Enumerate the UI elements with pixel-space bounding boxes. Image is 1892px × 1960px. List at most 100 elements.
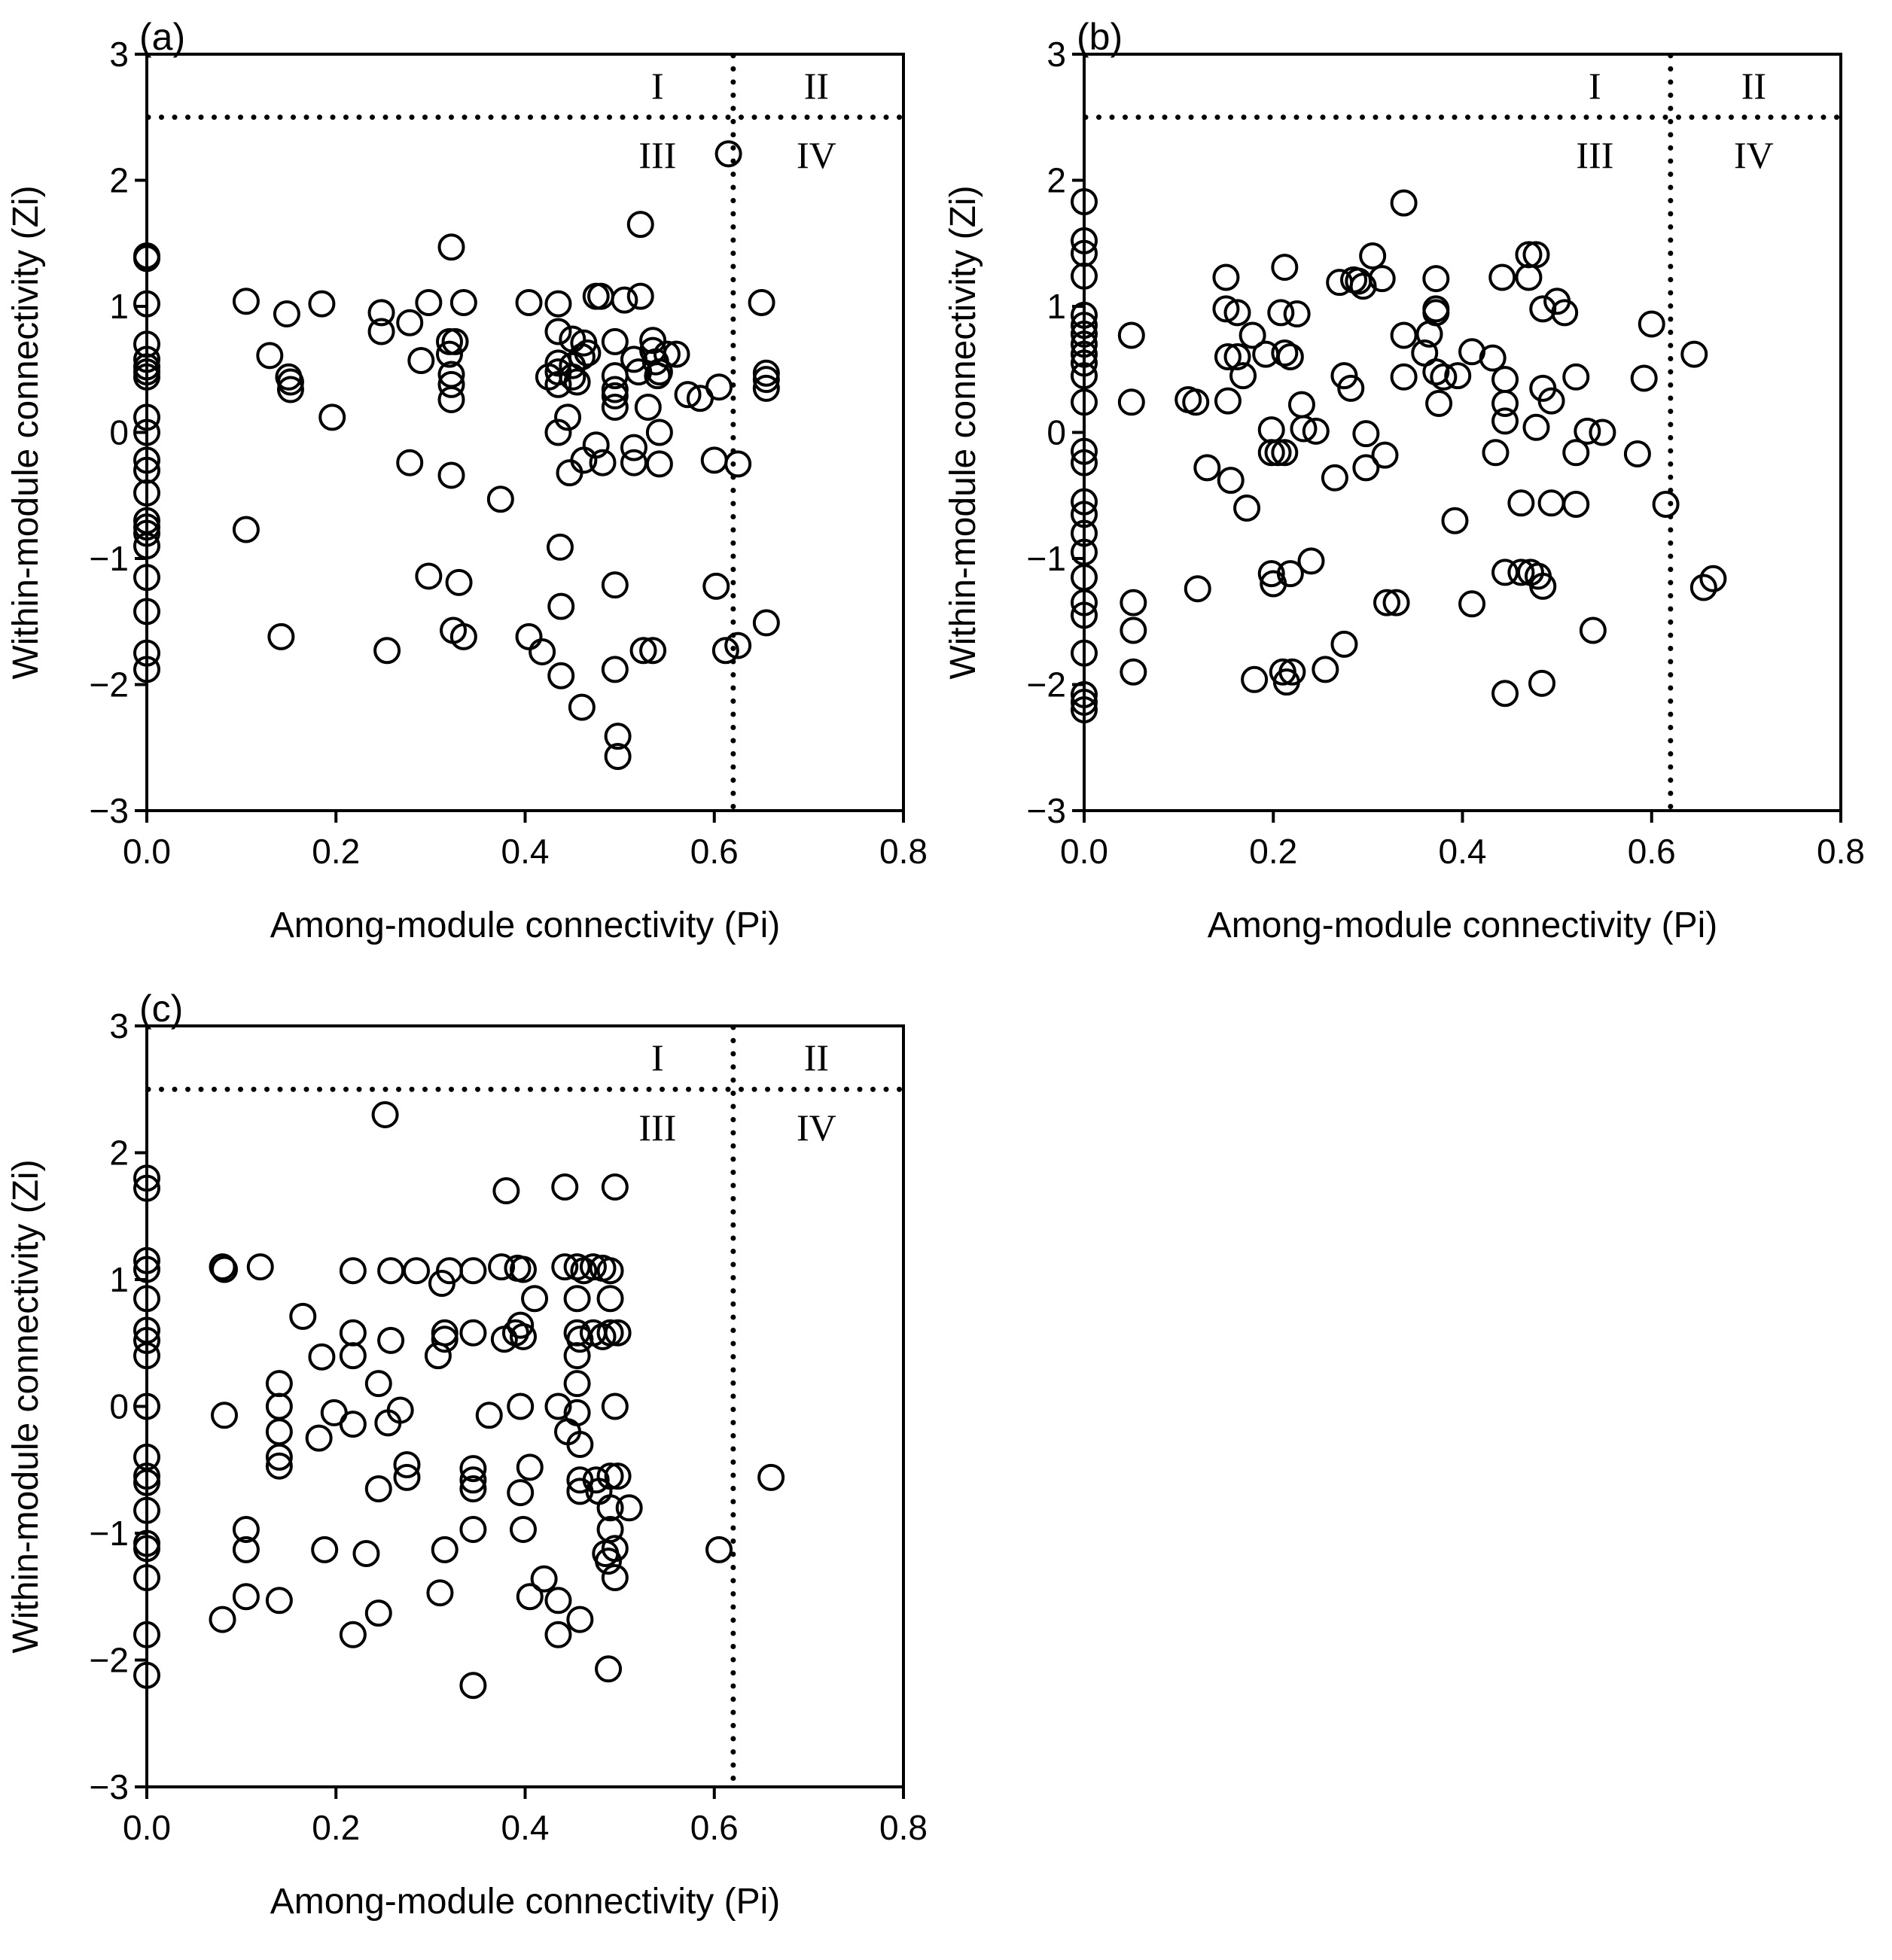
plot-frame [145, 1024, 905, 1788]
data-point [211, 1255, 239, 1283]
x-tick-label: 0.0 [123, 832, 171, 871]
region-label-IV: IV [797, 134, 836, 176]
data-point [393, 1451, 421, 1479]
data-point [601, 571, 629, 599]
y-tick-label: 0 [109, 1387, 129, 1426]
data-point [1120, 658, 1147, 686]
data-point [339, 1342, 367, 1370]
data-point [601, 376, 629, 403]
data-point [431, 1319, 459, 1347]
data-point [371, 1100, 399, 1128]
data-point [396, 309, 424, 336]
data-point [486, 485, 514, 513]
data-point [705, 373, 733, 401]
y-axis-label: Within-module connectivity (Zi) [6, 1159, 46, 1653]
data-point [1422, 299, 1450, 327]
x-tick-label: 0.4 [501, 832, 550, 871]
data-point [582, 431, 610, 459]
data-point [1352, 420, 1380, 448]
data-point [1529, 572, 1557, 600]
data-point [1382, 589, 1410, 616]
data-point [308, 290, 336, 318]
data-point [1441, 507, 1469, 534]
data-point [1193, 454, 1221, 482]
data-point [1623, 440, 1651, 467]
data-point [705, 1535, 733, 1563]
x-axis-label: Among-module connectivity (Pi) [270, 905, 781, 945]
data-point [311, 1535, 339, 1563]
data-point [1120, 589, 1147, 616]
y-tick-label: −2 [1027, 665, 1066, 705]
data-point [437, 461, 465, 489]
data-point [339, 1319, 367, 1347]
data-points [133, 1100, 785, 1700]
data-point [1551, 299, 1579, 327]
region-label-III: III [638, 1106, 676, 1149]
data-point [339, 1411, 367, 1438]
data-point [1278, 658, 1306, 686]
data-point [595, 1655, 623, 1683]
x-tick-label: 0.8 [1817, 832, 1865, 871]
data-point [509, 1322, 537, 1350]
data-point [1182, 388, 1210, 416]
data-point [1522, 413, 1550, 441]
data-point [530, 1565, 558, 1593]
data-point [367, 299, 395, 327]
y-axis-label: Within-module connectivity (Zi) [6, 185, 46, 679]
data-point [596, 1494, 624, 1522]
data-points [133, 140, 780, 770]
data-point [516, 1453, 544, 1481]
data-point [1217, 467, 1245, 495]
y-tick-label: −1 [1027, 539, 1066, 578]
data-point [645, 358, 673, 386]
y-tick-label: 3 [109, 1006, 129, 1045]
data-point [1330, 630, 1358, 658]
data-point [1562, 363, 1590, 391]
y-tick-label: 0 [109, 413, 129, 452]
region-label-III: III [638, 134, 676, 176]
region-label-II: II [804, 1036, 829, 1079]
data-point [256, 342, 284, 370]
data-point [1425, 389, 1453, 417]
data-point [459, 1319, 487, 1347]
data-point [1117, 321, 1145, 349]
data-point [1297, 547, 1325, 575]
data-point [724, 632, 752, 659]
x-tick-label: 0.2 [1249, 832, 1297, 871]
data-point [318, 403, 346, 431]
region-label-III: III [1576, 134, 1613, 176]
data-point [556, 459, 583, 487]
data-point [601, 327, 629, 355]
data-point [265, 1443, 293, 1471]
data-point [1479, 344, 1507, 372]
data-point [546, 533, 574, 561]
data-point [1522, 241, 1550, 269]
data-point [620, 449, 647, 476]
data-point [568, 693, 596, 721]
data-point [601, 1535, 629, 1563]
data-point [516, 1583, 544, 1611]
data-point [604, 723, 632, 750]
data-point [645, 450, 673, 478]
data-point [601, 1563, 629, 1591]
data-point [551, 1173, 579, 1201]
data-point [700, 446, 728, 474]
data-point [246, 1253, 274, 1281]
data-point [1330, 362, 1358, 390]
data-point [1491, 389, 1519, 417]
x-tick-label: 0.0 [123, 1808, 171, 1847]
data-point [437, 385, 465, 413]
data-point [1212, 295, 1240, 323]
data-point [276, 376, 304, 403]
data-point [232, 516, 260, 543]
data-point [507, 1392, 535, 1420]
region-label-I: I [651, 65, 664, 107]
y-tick-label: −3 [1027, 791, 1066, 830]
data-point [645, 418, 673, 446]
y-axis-label: Within-module connectivity (Zi) [943, 185, 983, 679]
x-tick-label: 0.0 [1060, 832, 1108, 871]
data-point [1212, 263, 1240, 291]
data-point [1638, 310, 1665, 338]
data-point [1214, 343, 1242, 370]
y-tick-label: 1 [109, 287, 129, 326]
